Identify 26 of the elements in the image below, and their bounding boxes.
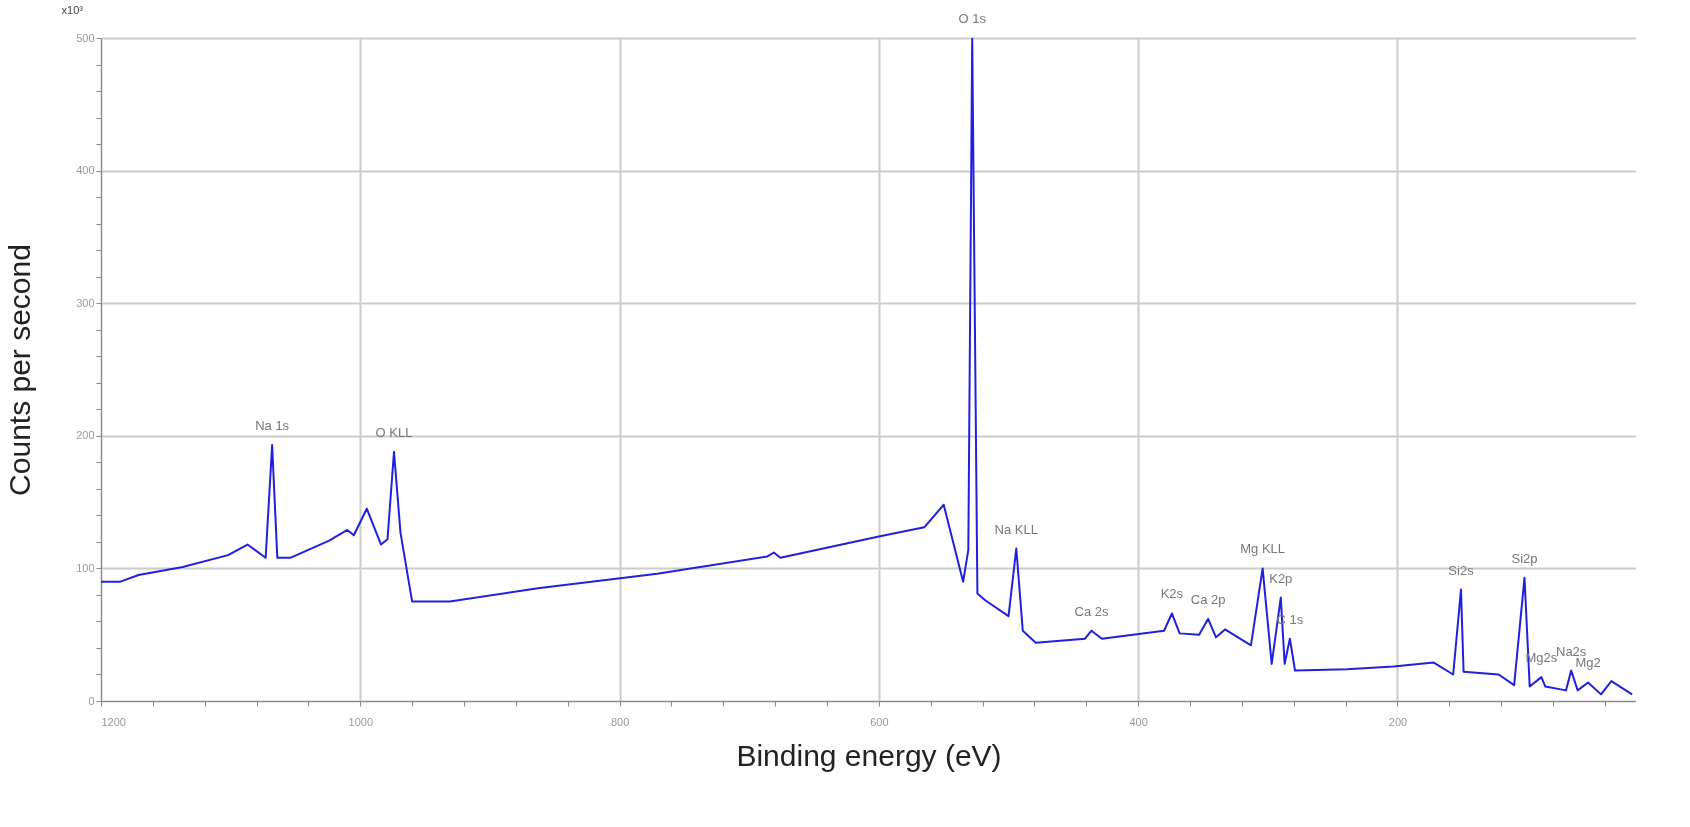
annotation: Ca 2p [1190,591,1226,607]
y-tick-label: 100 [76,561,95,574]
annotation: K2p [1269,570,1293,586]
annotation: Mg KLL [1240,541,1286,557]
y-tick-label: 0 [88,694,95,707]
y-tick-label: 400 [76,164,95,177]
x-tick-label: 200 [1388,715,1408,728]
text: x10³ [61,4,84,16]
annotation: Na 1s [255,418,290,434]
annotation: Si2p [1511,550,1538,566]
annotation: O KLL [375,424,413,440]
annotation: O 1s [958,11,987,26]
annotation: Na KLL [994,521,1038,537]
annotation: Si2s [1448,562,1475,578]
x-tick-label: 600 [870,715,889,728]
annotation: Ca 2s [1074,603,1109,619]
y-axis-title: Counts per second [3,244,37,496]
x-tick-label: 800 [610,715,630,728]
y-tick-label: 200 [76,429,95,442]
y-tick-label: 500 [76,31,95,44]
x-tick-label: 1200 [101,715,126,728]
x-axis-title: Binding energy (eV) [736,738,1002,772]
y-tick-label: 300 [76,296,95,309]
x-tick-label: 400 [1129,715,1148,728]
x-tick-label: 1000 [348,715,374,728]
annotation: K2s [1160,586,1184,602]
